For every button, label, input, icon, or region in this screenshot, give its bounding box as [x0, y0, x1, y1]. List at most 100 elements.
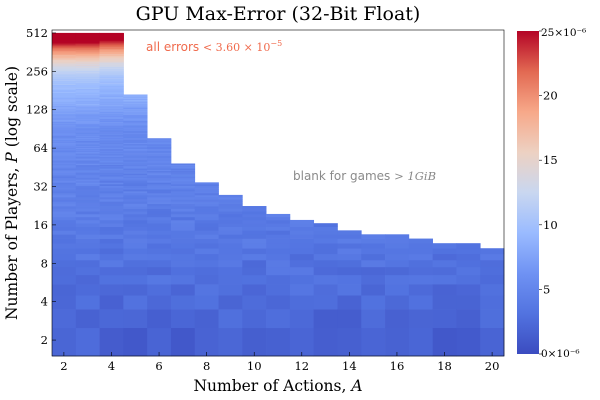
heatmap-cell [432, 253, 457, 261]
heatmap-cell [123, 234, 148, 239]
heatmap-cell [170, 295, 196, 310]
heatmap-cell [75, 327, 100, 357]
heatmap-cell [242, 230, 267, 235]
heatmap-cell [52, 203, 77, 207]
heatmap-cell [147, 176, 172, 179]
heatmap-cell [75, 156, 100, 158]
heatmap-cell [52, 106, 77, 108]
heatmap-cell [123, 123, 148, 125]
heatmap-cell [99, 203, 124, 207]
heatmap-cell [147, 213, 172, 218]
heatmap-cell [147, 146, 172, 149]
heatmap-cell [52, 117, 77, 119]
heatmap-cell [99, 180, 124, 183]
heatmap-cell [337, 253, 362, 261]
heatmap-cell [52, 132, 77, 134]
heatmap-cell [123, 295, 148, 310]
heatmap-cell [123, 177, 148, 180]
heatmap-cell [147, 203, 172, 207]
heatmap-cell [266, 234, 291, 239]
heatmap-cell [75, 104, 100, 106]
heatmap-cell [52, 226, 77, 231]
heatmap-cell [266, 213, 291, 218]
heatmap-cell [123, 201, 148, 204]
heatmap-cell [99, 194, 124, 198]
heatmap-cell [52, 274, 77, 285]
heatmap-cell [194, 284, 219, 296]
heatmap-cell [408, 259, 433, 268]
heatmap-cell [123, 119, 148, 121]
heatmap-cell [242, 219, 267, 224]
heatmap-cells [52, 32, 505, 357]
heatmap-cell [99, 152, 124, 154]
heatmap-cell [313, 238, 338, 244]
heatmap-cell [75, 100, 100, 102]
heatmap-cell [52, 134, 77, 136]
heatmap-cell [408, 248, 433, 255]
heatmap-cell [147, 138, 172, 140]
heatmap-cell [99, 191, 124, 194]
heatmap-cell [52, 164, 77, 167]
heatmap-cell [361, 253, 386, 261]
heatmap-cell [313, 230, 338, 235]
heatmap-cell [52, 116, 77, 118]
heatmap-cell [123, 136, 148, 138]
heatmap-cell [75, 121, 100, 123]
heatmap-cell [52, 113, 77, 115]
heatmap-cell [75, 124, 100, 126]
heatmap-cell [99, 189, 124, 192]
heatmap-cell [52, 137, 77, 139]
heatmap-cell [52, 177, 77, 180]
heatmap-cell [147, 185, 172, 188]
heatmap-cell [99, 125, 124, 127]
heatmap-cell [123, 238, 148, 244]
heatmap-cell [123, 94, 148, 96]
heatmap-cell [99, 124, 124, 126]
heatmap-cell [99, 105, 124, 107]
heatmap-cell [75, 99, 100, 101]
heatmap-cell [75, 136, 100, 138]
heatmap-cell [456, 309, 481, 329]
heatmap-cell [52, 182, 77, 185]
heatmap-cell [99, 101, 124, 103]
heatmap-cell [432, 284, 457, 296]
heatmap-cell [361, 284, 386, 296]
heatmap-cell [170, 183, 196, 186]
heatmap-cell [52, 234, 77, 239]
heatmap-cell [99, 102, 124, 103]
heatmap-cell [123, 173, 148, 176]
heatmap-cell [266, 295, 291, 310]
heatmap-cell [52, 107, 77, 109]
heatmap-cell [123, 160, 148, 162]
heatmap-cell [123, 131, 148, 133]
heatmap-cell [123, 113, 148, 115]
heatmap-cell [52, 223, 77, 227]
heatmap-cell [123, 122, 148, 124]
heatmap-cell [52, 170, 77, 173]
heatmap-cell [123, 110, 148, 112]
heatmap-cell [75, 110, 100, 112]
heatmap-cell [123, 182, 148, 185]
heatmap-cell [99, 234, 124, 239]
heatmap-cell [52, 98, 77, 100]
heatmap-cell [75, 103, 100, 104]
heatmap-cell [194, 203, 219, 207]
heatmap-cell [123, 142, 148, 144]
heatmap-cell [289, 284, 315, 296]
heatmap-cell [289, 226, 315, 231]
heatmap-cell [123, 172, 148, 174]
heatmap-cell [170, 243, 196, 249]
heatmap-cell [52, 127, 77, 129]
heatmap-cell [52, 103, 77, 105]
heatmap-cell [123, 266, 148, 276]
heatmap-cell [123, 158, 148, 160]
heatmap-cell [99, 174, 124, 177]
heatmap-cell [99, 132, 124, 134]
heatmap-cell [313, 259, 338, 268]
heatmap-cell [242, 206, 267, 209]
heatmap-cell [52, 125, 77, 127]
heatmap-cell [75, 112, 100, 114]
heatmap-cell [52, 238, 77, 244]
heatmap-cell [123, 111, 148, 113]
y-axis-label-var: P [3, 152, 21, 164]
